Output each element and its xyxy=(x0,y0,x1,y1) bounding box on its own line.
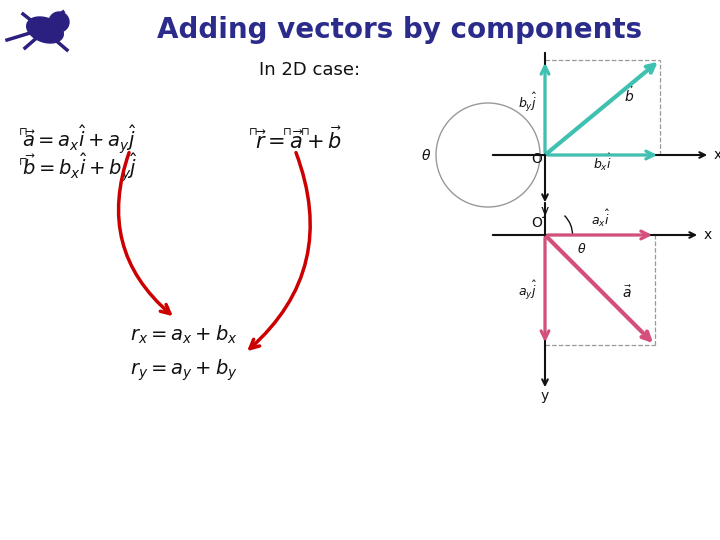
Text: $\sqcap$: $\sqcap$ xyxy=(248,126,258,138)
Text: $a_x\hat{i}$: $a_x\hat{i}$ xyxy=(590,208,610,229)
Text: y: y xyxy=(541,389,549,403)
Text: $a_y\hat{j}$: $a_y\hat{j}$ xyxy=(518,279,537,301)
Text: $b_y\hat{j}$: $b_y\hat{j}$ xyxy=(518,91,537,114)
Text: $\theta$: $\theta$ xyxy=(577,242,586,256)
Text: $\theta$: $\theta$ xyxy=(421,147,431,163)
Text: Adding vectors by components: Adding vectors by components xyxy=(158,16,642,44)
Text: $\vec{a}$: $\vec{a}$ xyxy=(622,285,632,301)
Text: O: O xyxy=(531,216,542,230)
Text: $\sqcap$: $\sqcap$ xyxy=(18,157,27,167)
Text: $\vec{b}$: $\vec{b}$ xyxy=(624,86,635,105)
Text: O: O xyxy=(531,152,542,166)
Text: $r_x=a_x+b_x$: $r_x=a_x+b_x$ xyxy=(130,324,238,346)
Text: $r_y=a_y+b_y$: $r_y=a_y+b_y$ xyxy=(130,357,238,383)
Text: y: y xyxy=(541,204,549,218)
Text: x: x xyxy=(714,148,720,162)
Text: $b_x\hat{i}$: $b_x\hat{i}$ xyxy=(593,152,612,173)
Text: $\vec{b}=b_x\hat{i}+b_y\hat{j}$: $\vec{b}=b_x\hat{i}+b_y\hat{j}$ xyxy=(22,152,138,184)
Text: $\sqcap$: $\sqcap$ xyxy=(18,126,27,138)
Text: In 2D case:: In 2D case: xyxy=(259,61,361,79)
Circle shape xyxy=(49,12,69,32)
Text: x: x xyxy=(704,228,712,242)
Text: $\vec{a}=a_x\hat{i}+a_y\hat{j}$: $\vec{a}=a_x\hat{i}+a_y\hat{j}$ xyxy=(22,124,137,156)
Text: $\sqcap$: $\sqcap$ xyxy=(282,126,292,138)
Ellipse shape xyxy=(27,17,63,43)
Text: $\vec{r}=\vec{a}+\vec{b}$: $\vec{r}=\vec{a}+\vec{b}$ xyxy=(255,126,342,153)
Text: $\sqcap$: $\sqcap$ xyxy=(300,126,310,138)
